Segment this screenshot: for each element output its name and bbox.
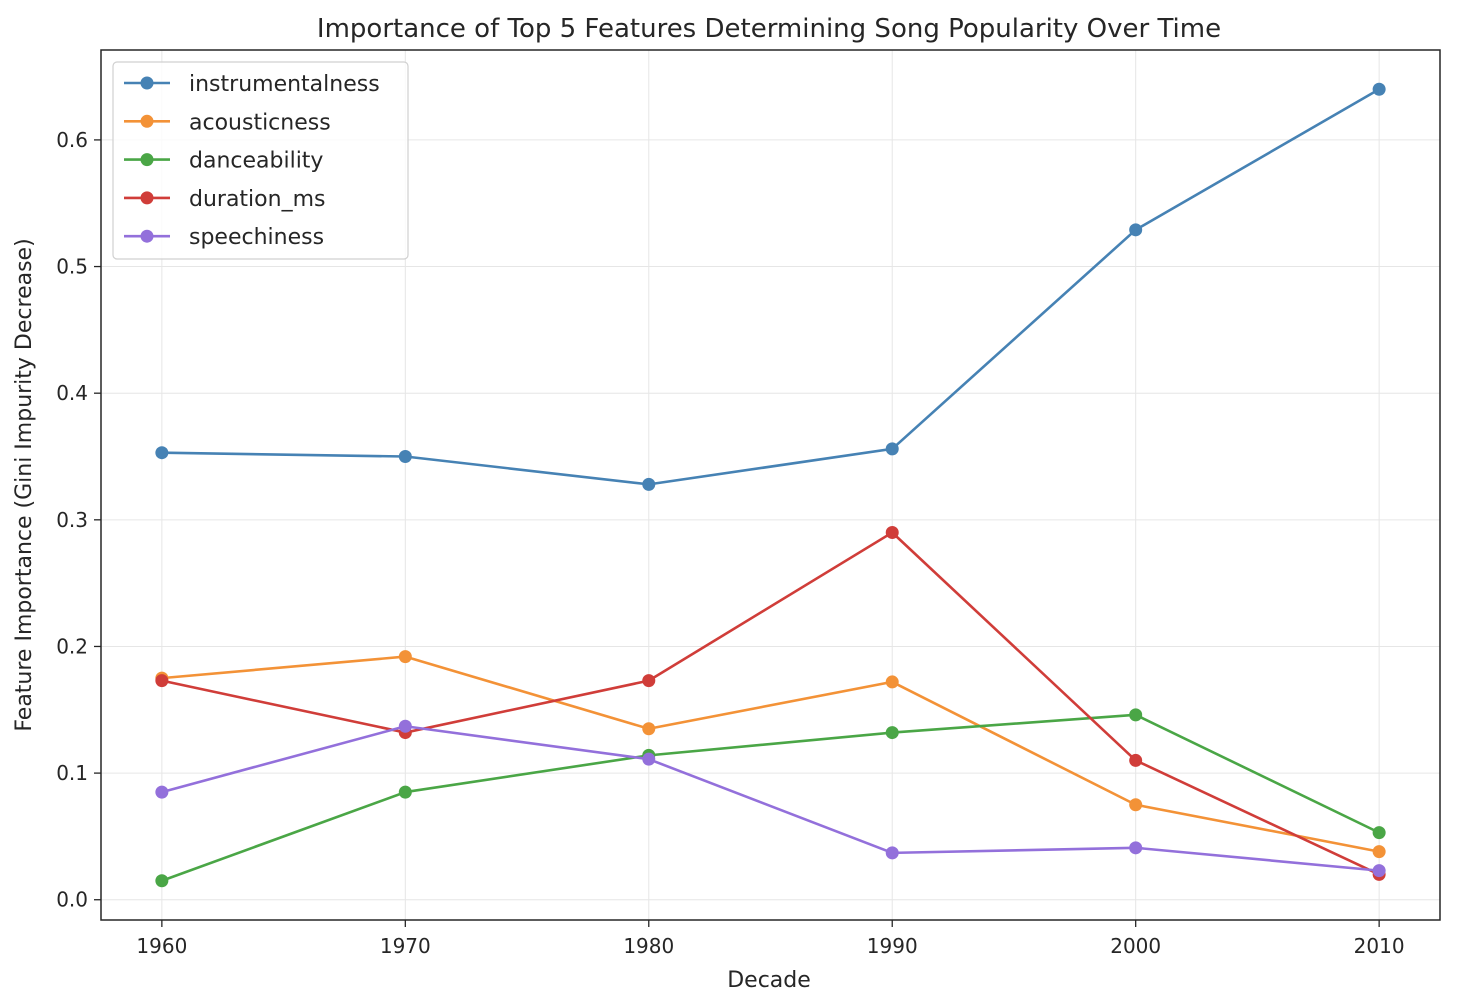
series-group [155, 82, 1386, 888]
x-axis: 1960 1970 1980 1990 2000 2010 [136, 920, 1405, 958]
series-line [160, 724, 1381, 872]
legend-marker [140, 114, 154, 128]
series-instrumentalness [155, 82, 1386, 491]
legend-label: speechiness [189, 225, 324, 250]
x-tick-label: 1990 [867, 934, 918, 958]
data-point [1372, 826, 1386, 840]
data-point [642, 752, 656, 766]
data-point [885, 846, 899, 860]
legend-label: instrumentalness [189, 72, 380, 97]
data-point [155, 446, 169, 460]
grid [101, 50, 1440, 920]
legend-box [112, 61, 409, 260]
x-tick-label: 1960 [136, 934, 187, 958]
legend-marker [140, 191, 154, 205]
series-line [160, 531, 1381, 876]
legend-item-instrumentalness: instrumentalness [124, 72, 380, 97]
legend-item-danceability: danceability [124, 149, 323, 174]
series-line [160, 655, 1381, 853]
y-tick-label: 0.5 [56, 255, 88, 279]
legend-label: duration_ms [189, 187, 325, 212]
legend: instrumentalness acousticness danceability… [112, 61, 409, 260]
data-point [398, 719, 412, 733]
x-tick-label: 2010 [1354, 934, 1405, 958]
data-point [155, 674, 169, 688]
data-point [642, 674, 656, 688]
plot-frame [100, 49, 1441, 921]
y-axis: 0.0 0.1 0.2 0.3 0.4 0.5 0.6 [56, 128, 101, 912]
y-tick-label: 0.6 [56, 128, 88, 152]
data-point [398, 650, 412, 664]
x-tick-label: 2000 [1110, 934, 1161, 958]
data-point [155, 874, 169, 888]
series-acousticness [155, 650, 1386, 859]
data-point [398, 450, 412, 464]
series-line [160, 87, 1381, 486]
y-tick-label: 0.4 [56, 381, 88, 405]
data-point [398, 785, 412, 799]
series-danceability [155, 708, 1386, 888]
data-point [1129, 841, 1143, 855]
chart-title: Importance of Top 5 Features Determining… [317, 14, 1221, 44]
y-tick-label: 0.3 [56, 508, 88, 532]
data-point [885, 675, 899, 689]
series-line [160, 713, 1381, 883]
legend-item-acousticness: acousticness [124, 110, 331, 135]
legend-label: danceability [189, 149, 323, 174]
data-point [642, 722, 656, 736]
y-tick-label: 0.2 [56, 634, 88, 658]
data-point [1372, 82, 1386, 96]
data-point [1129, 798, 1143, 812]
y-axis-label: Feature Importance (Gini Impurity Decrea… [12, 238, 37, 731]
data-point [1129, 708, 1143, 722]
legend-marker [140, 76, 154, 90]
legend-marker [140, 153, 154, 167]
legend-item-speechiness: speechiness [124, 225, 324, 250]
y-tick-label: 0.0 [56, 888, 88, 912]
x-axis-label: Decade [727, 968, 811, 993]
data-point [642, 477, 656, 491]
data-point [885, 525, 899, 539]
x-tick-label: 1970 [380, 934, 431, 958]
y-tick-label: 0.1 [56, 761, 88, 785]
series-duration_ms [155, 525, 1386, 881]
x-tick-label: 1980 [623, 934, 674, 958]
legend-item-duration_ms: duration_ms [124, 187, 325, 212]
data-point [885, 726, 899, 740]
legend-marker [140, 229, 154, 243]
data-point [1129, 753, 1143, 767]
data-point [1129, 223, 1143, 237]
data-point [885, 442, 899, 456]
legend-label: acousticness [189, 110, 331, 135]
data-point [1372, 845, 1386, 859]
data-point [1372, 864, 1386, 878]
series-speechiness [155, 719, 1386, 878]
data-point [155, 785, 169, 799]
